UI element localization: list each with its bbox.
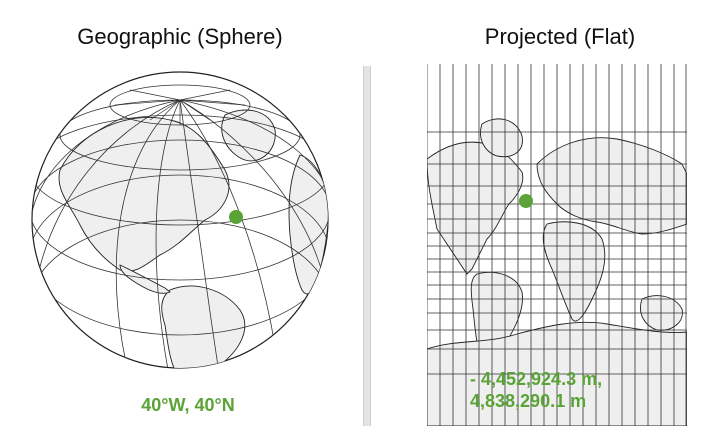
projected-title: Projected (Flat) — [484, 24, 636, 49]
geographic-title: Geographic (Sphere) — [77, 24, 283, 49]
globe-location-marker — [229, 210, 243, 224]
panel-divider — [363, 66, 371, 426]
globe-svg — [31, 71, 329, 369]
projected-y-coordinate: 4,838,290.1 m — [470, 391, 587, 411]
geographic-coordinate-label: 40°W, 40°N — [141, 395, 235, 415]
south-america-land — [161, 285, 246, 368]
map-africa — [542, 221, 606, 322]
globe-graticule — [32, 84, 328, 368]
flat-map-diagram — [426, 64, 688, 427]
map-greenland — [480, 118, 523, 158]
map-location-marker — [519, 194, 533, 208]
globe-diagram — [20, 60, 340, 380]
projected-coordinate-label: - 4,452,924.3 m, 4,838,290.1 m — [470, 368, 650, 412]
polar-meridians — [114, 89, 246, 125]
map-north-america — [426, 141, 524, 275]
projected-x-coordinate: - 4,452,924.3 m, — [470, 369, 603, 389]
map-svg — [426, 64, 688, 427]
map-grid — [426, 64, 687, 426]
greenland-land — [221, 109, 276, 162]
